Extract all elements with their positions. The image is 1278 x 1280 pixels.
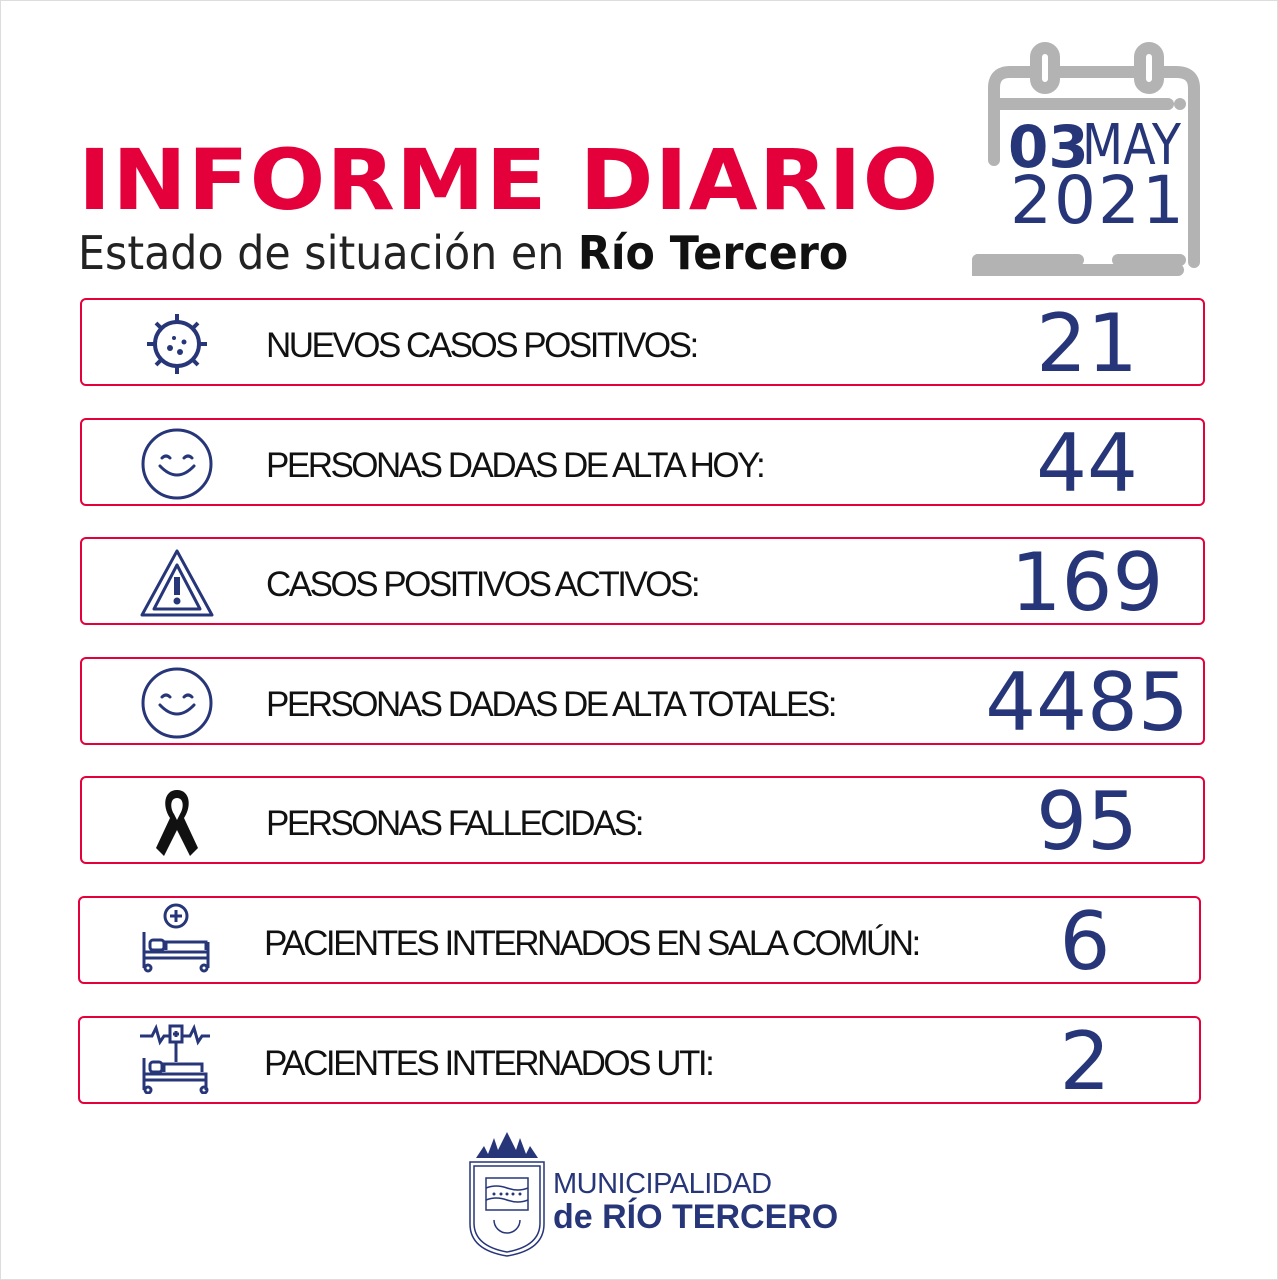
stat-value: 6 (1059, 895, 1111, 988)
stat-row-discharged-total: PERSONAS DADAS DE ALTA TOTALES: 4485 (80, 657, 1205, 745)
stat-label: NUEVOS CASOS POSITIVOS: (266, 326, 699, 365)
stat-label: PERSONAS FALLECIDAS: (266, 804, 644, 843)
date-year: 2021 (1010, 162, 1186, 239)
municipality-shield-logo (469, 1132, 545, 1257)
stat-label: PACIENTES INTERNADOS EN SALA COMÚN: (264, 924, 921, 963)
stat-value: 2 (1059, 1015, 1111, 1108)
stat-row-deceased: PERSONAS FALLECIDAS: 95 (80, 776, 1205, 864)
stat-label: CASOS POSITIVOS ACTIVOS: (266, 565, 701, 604)
calendar-icon (972, 42, 1200, 276)
page-title: INFORME DIARIO (78, 131, 940, 229)
smiley-icon (141, 428, 213, 500)
stat-row-hospitalized-ward: PACIENTES INTERNADOS EN SALA COMÚN: 6 (78, 896, 1201, 984)
stat-value: 21 (1036, 297, 1138, 390)
stat-label: PERSONAS DADAS DE ALTA TOTALES: (266, 685, 837, 724)
stat-row-new-cases: NUEVOS CASOS POSITIVOS: 21 (80, 298, 1205, 386)
icu-bed-icon (140, 1023, 210, 1094)
stat-label: PACIENTES INTERNADOS UTI: (264, 1044, 715, 1083)
subtitle-prefix: Estado de situación en (78, 226, 578, 280)
warning-icon (140, 549, 214, 617)
stat-value: 4485 (985, 656, 1189, 749)
stat-row-hospitalized-icu: PACIENTES INTERNADOS UTI: 2 (78, 1016, 1201, 1104)
virus-icon (147, 314, 207, 374)
smiley-icon (141, 667, 213, 739)
stat-value: 95 (1036, 775, 1138, 868)
stat-row-active-cases: CASOS POSITIVOS ACTIVOS: 169 (80, 537, 1205, 625)
stat-row-discharged-today: PERSONAS DADAS DE ALTA HOY: 44 (80, 418, 1205, 506)
footer-municipality: MUNICIPALIDAD (553, 1168, 772, 1200)
date-month: MAY (1082, 113, 1182, 178)
hospital-bed-icon (142, 903, 210, 973)
footer-city: de RÍO TERCERO (553, 1198, 839, 1236)
page-subtitle: Estado de situación en Río Tercero (78, 228, 848, 279)
stat-value: 169 (1010, 536, 1164, 629)
stat-label: PERSONAS DADAS DE ALTA HOY: (266, 446, 766, 485)
stat-value: 44 (1036, 417, 1138, 510)
date-day: 03 (1008, 113, 1089, 181)
mourning-ribbon-icon (156, 790, 198, 856)
subtitle-city: Río Tercero (577, 226, 849, 280)
